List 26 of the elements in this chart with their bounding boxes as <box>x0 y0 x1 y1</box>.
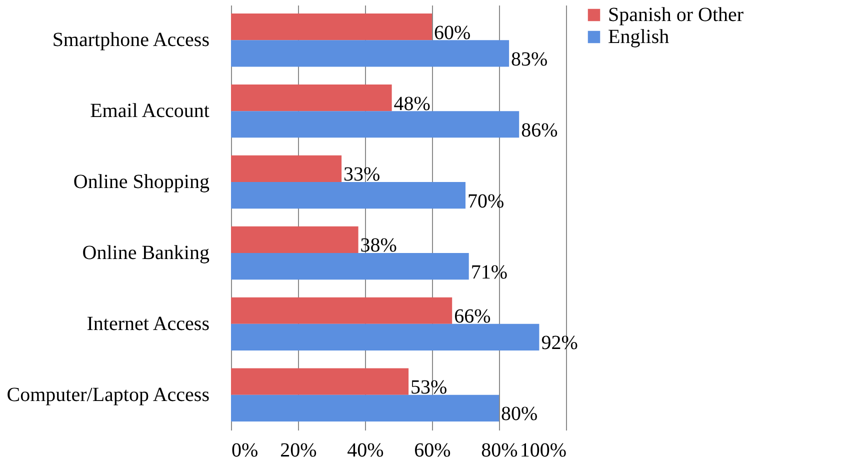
data-label: 70% <box>468 190 504 212</box>
data-label: 80% <box>501 403 538 426</box>
y-tick-label: Online Banking <box>82 242 210 264</box>
data-label: 83% <box>511 48 548 70</box>
data-label: 60% <box>434 22 471 44</box>
y-tick-label: Online Shopping <box>73 171 210 194</box>
y-tick-label: Internet Access <box>86 312 210 335</box>
x-tick-label: 40% <box>347 440 384 462</box>
x-tick-label: 60% <box>414 440 451 462</box>
y-tick-label: Email Account <box>90 100 210 122</box>
data-label: 71% <box>470 261 508 284</box>
data-label: 92% <box>541 332 578 354</box>
data-label: 86% <box>521 119 558 142</box>
y-tick-label: Computer/Laptop Access <box>6 384 210 406</box>
x-tick-label: 80% <box>481 440 518 462</box>
legend-label: English <box>608 26 670 48</box>
x-tick-label: 100% <box>520 440 566 462</box>
y-tick-label: Smartphone Access <box>52 29 210 52</box>
legend-label: Spanish or Other <box>608 4 744 26</box>
data-label: 38% <box>360 234 397 257</box>
x-tick-label: 20% <box>280 440 317 462</box>
data-label: 33% <box>344 164 380 186</box>
data-label: 66% <box>454 306 491 328</box>
x-tick-label: 0% <box>232 440 258 462</box>
data-label: 53% <box>410 376 448 399</box>
data-label: 48% <box>394 92 430 115</box>
